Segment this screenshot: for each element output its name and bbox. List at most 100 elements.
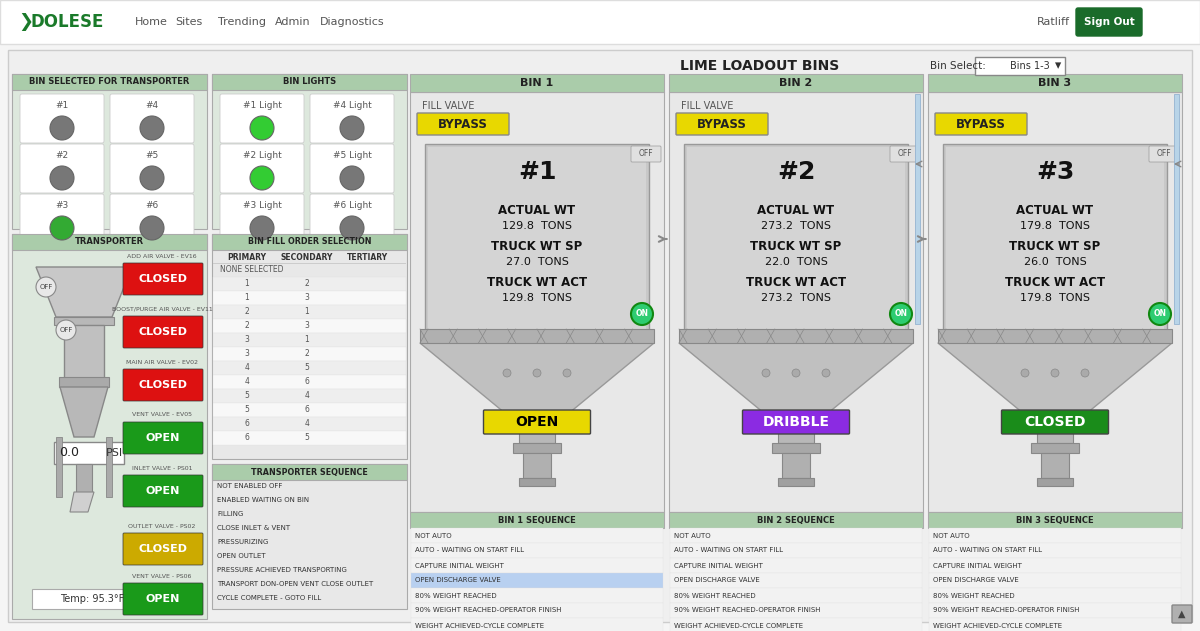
- Text: 2: 2: [305, 350, 310, 358]
- Bar: [938, 329, 1172, 343]
- Circle shape: [340, 116, 364, 140]
- Text: 129.8  TONS: 129.8 TONS: [502, 221, 572, 231]
- Text: TRUCK WT SP: TRUCK WT SP: [491, 240, 583, 252]
- Text: BYPASS: BYPASS: [438, 117, 488, 131]
- Text: TRANSPORT DON-OPEN VENT CLOSE OUTLET: TRANSPORT DON-OPEN VENT CLOSE OUTLET: [217, 581, 373, 587]
- Text: 1: 1: [305, 307, 310, 317]
- Text: OPEN OUTLET: OPEN OUTLET: [217, 553, 265, 559]
- Text: #5: #5: [145, 151, 158, 160]
- Bar: [679, 329, 913, 343]
- Text: NOT AUTO: NOT AUTO: [415, 533, 451, 538]
- Bar: [523, 453, 551, 478]
- FancyBboxPatch shape: [310, 194, 394, 243]
- Circle shape: [503, 369, 511, 377]
- Bar: [0, 0, 1200, 44]
- Text: 6: 6: [305, 406, 310, 415]
- Text: 1: 1: [305, 336, 310, 345]
- Circle shape: [56, 320, 76, 340]
- Text: BIN 2: BIN 2: [779, 78, 812, 88]
- Text: FILL VALVE: FILL VALVE: [422, 101, 474, 111]
- Bar: [212, 464, 407, 609]
- Text: SECONDARY: SECONDARY: [281, 254, 334, 262]
- Bar: [212, 234, 407, 459]
- Text: ▾: ▾: [1055, 59, 1061, 73]
- Circle shape: [1021, 369, 1030, 377]
- Circle shape: [762, 369, 770, 377]
- FancyBboxPatch shape: [743, 410, 850, 434]
- Bar: [772, 443, 820, 453]
- Circle shape: [1081, 369, 1090, 377]
- FancyBboxPatch shape: [124, 583, 203, 615]
- Text: CAPTURE INITIAL WEIGHT: CAPTURE INITIAL WEIGHT: [934, 562, 1022, 569]
- Text: 6: 6: [245, 420, 250, 428]
- Text: 90% WEIGHT REACHED-OPERATOR FINISH: 90% WEIGHT REACHED-OPERATOR FINISH: [415, 608, 562, 613]
- Bar: [929, 588, 1181, 603]
- Text: ACTUAL WT: ACTUAL WT: [1016, 204, 1093, 216]
- Bar: [54, 317, 114, 325]
- Bar: [214, 431, 406, 445]
- Bar: [214, 361, 406, 375]
- Text: #5 Light: #5 Light: [332, 151, 372, 160]
- Text: 90% WEIGHT REACHED-OPERATOR FINISH: 90% WEIGHT REACHED-OPERATOR FINISH: [934, 608, 1080, 613]
- Bar: [670, 74, 923, 92]
- Text: Trending: Trending: [218, 17, 266, 27]
- Text: BIN 1: BIN 1: [521, 78, 553, 88]
- Circle shape: [563, 369, 571, 377]
- Text: ENABLED WAITING ON BIN: ENABLED WAITING ON BIN: [217, 497, 310, 503]
- Text: PRESSURE ACHIEVED TRANSPORTING: PRESSURE ACHIEVED TRANSPORTING: [217, 567, 347, 573]
- Text: ▲: ▲: [1178, 609, 1186, 619]
- FancyBboxPatch shape: [1076, 8, 1142, 36]
- FancyBboxPatch shape: [20, 144, 104, 193]
- Circle shape: [250, 116, 274, 140]
- Bar: [520, 478, 554, 486]
- Bar: [214, 333, 406, 347]
- Bar: [928, 512, 1182, 528]
- Text: TRUCK WT SP: TRUCK WT SP: [750, 240, 841, 252]
- Text: Bin Select:: Bin Select:: [930, 61, 986, 71]
- Text: BIN LIGHTS: BIN LIGHTS: [283, 78, 336, 86]
- Text: BIN 2 SEQUENCE: BIN 2 SEQUENCE: [757, 516, 835, 524]
- Bar: [214, 403, 406, 417]
- Text: Ratliff: Ratliff: [1037, 17, 1070, 27]
- Text: PRIMARY: PRIMARY: [228, 254, 266, 262]
- Bar: [520, 423, 554, 443]
- Circle shape: [890, 303, 912, 325]
- Circle shape: [140, 166, 164, 190]
- Text: 22.0  TONS: 22.0 TONS: [764, 257, 828, 267]
- Text: LIME LOADOUT BINS: LIME LOADOUT BINS: [680, 59, 840, 73]
- Polygon shape: [679, 343, 913, 423]
- Text: 26.0  TONS: 26.0 TONS: [1024, 257, 1086, 267]
- Bar: [670, 92, 923, 512]
- Text: 27.0  TONS: 27.0 TONS: [505, 257, 569, 267]
- FancyBboxPatch shape: [484, 410, 590, 434]
- Bar: [670, 588, 922, 603]
- Circle shape: [50, 116, 74, 140]
- Text: Sign Out: Sign Out: [1084, 17, 1134, 27]
- Bar: [1174, 94, 1178, 324]
- Text: 1: 1: [245, 293, 250, 302]
- Text: CAPTURE INITIAL WEIGHT: CAPTURE INITIAL WEIGHT: [415, 562, 504, 569]
- FancyBboxPatch shape: [124, 316, 203, 348]
- Text: DOLESE: DOLESE: [30, 13, 103, 31]
- FancyBboxPatch shape: [110, 194, 194, 243]
- Text: 5: 5: [245, 406, 250, 415]
- Text: 273.2  TONS: 273.2 TONS: [761, 293, 830, 303]
- Bar: [76, 464, 92, 494]
- Text: #4 Light: #4 Light: [332, 102, 371, 110]
- Circle shape: [250, 166, 274, 190]
- Text: WEIGHT ACHIEVED-CYCLE COMPLETE: WEIGHT ACHIEVED-CYCLE COMPLETE: [674, 623, 803, 628]
- Text: TRUCK WT ACT: TRUCK WT ACT: [1004, 276, 1105, 288]
- Text: BYPASS: BYPASS: [956, 117, 1006, 131]
- Text: DRIBBLE: DRIBBLE: [762, 415, 829, 429]
- Text: 5: 5: [245, 391, 250, 401]
- Text: Temp: 95.3°F: Temp: 95.3°F: [60, 594, 124, 604]
- Text: 6: 6: [245, 433, 250, 442]
- Text: MAIN AIR VALVE - EV02: MAIN AIR VALVE - EV02: [126, 360, 198, 365]
- Bar: [929, 573, 1181, 588]
- Bar: [106, 437, 112, 497]
- Text: WEIGHT ACHIEVED-CYCLE COMPLETE: WEIGHT ACHIEVED-CYCLE COMPLETE: [934, 623, 1062, 628]
- Bar: [1042, 453, 1069, 478]
- FancyBboxPatch shape: [310, 94, 394, 143]
- Text: WEIGHT ACHIEVED-CYCLE COMPLETE: WEIGHT ACHIEVED-CYCLE COMPLETE: [415, 623, 544, 628]
- Text: CLOSED: CLOSED: [138, 327, 187, 337]
